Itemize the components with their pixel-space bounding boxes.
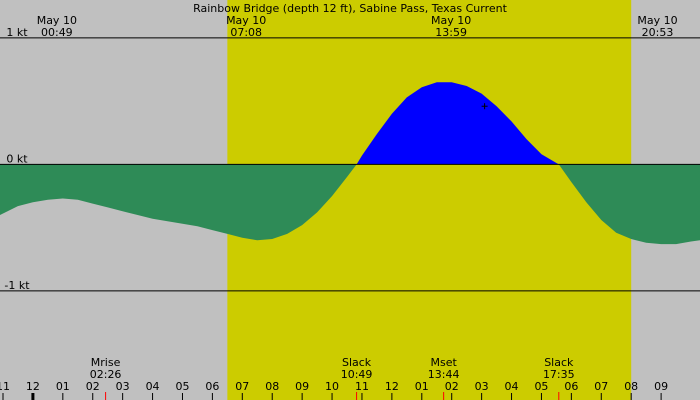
hour-tick-label: 12 bbox=[26, 380, 40, 393]
hour-tick-label: 11 bbox=[0, 380, 10, 393]
y-tick-label: -1 kt bbox=[4, 279, 30, 292]
hour-tick-label: 01 bbox=[56, 380, 70, 393]
event-time-label: 13:44 bbox=[428, 368, 460, 381]
hour-tick-label: 09 bbox=[654, 380, 668, 393]
hour-axis: 11 12 01 02 03 04 05 06 07 08 09 10 11 12 01 02 03 04 05 06… bbox=[0, 380, 668, 400]
flood-current-area bbox=[356, 82, 559, 165]
top-time-label: 07:08 bbox=[230, 26, 262, 39]
hour-tick-label: 03 bbox=[475, 380, 489, 393]
y-tick-label: 0 kt bbox=[6, 152, 28, 165]
event-name-label: Mset bbox=[430, 356, 457, 369]
top-date-label: May 10 bbox=[431, 14, 471, 27]
hour-tick-label: 02 bbox=[86, 380, 100, 393]
top-time-label: 00:49 bbox=[41, 26, 73, 39]
ebb-current-area bbox=[0, 164, 700, 245]
hour-tick-label: 04 bbox=[146, 380, 160, 393]
y-grid: 1 kt 0 kt -1 kt bbox=[0, 26, 700, 292]
hour-tick-label: 10 bbox=[325, 380, 339, 393]
top-time-label: 13:59 bbox=[435, 26, 467, 39]
chart-title: Rainbow Bridge (depth 12 ft), Sabine Pas… bbox=[193, 2, 508, 15]
hour-tick-label: 08 bbox=[624, 380, 638, 393]
event-time-label: 17:35 bbox=[543, 368, 575, 381]
hour-tick-label: 05 bbox=[534, 380, 548, 393]
hour-tick-label: 07 bbox=[235, 380, 249, 393]
hour-tick-label: 04 bbox=[505, 380, 519, 393]
hour-tick-label: 05 bbox=[175, 380, 189, 393]
event-name-label: Slack bbox=[342, 356, 372, 369]
hour-tick-label: 12 bbox=[385, 380, 399, 393]
max-current-marker bbox=[481, 103, 488, 110]
top-date-label: May 10 bbox=[226, 14, 266, 27]
hour-tick-label: 01 bbox=[415, 380, 429, 393]
hour-tick-label: 09 bbox=[295, 380, 309, 393]
event-time-label: 02:26 bbox=[90, 368, 122, 381]
hour-tick-label: 07 bbox=[594, 380, 608, 393]
hour-tick-label: 06 bbox=[205, 380, 219, 393]
event-time-label: 10:49 bbox=[341, 368, 373, 381]
hour-tick-label: 11 bbox=[355, 380, 369, 393]
event-name-label: Slack bbox=[544, 356, 574, 369]
y-tick-label: 1 kt bbox=[6, 26, 28, 39]
hour-tick-label: 02 bbox=[445, 380, 459, 393]
top-date-label: May 10 bbox=[637, 14, 677, 27]
event-name-label: Mrise bbox=[91, 356, 121, 369]
top-time-label: 20:53 bbox=[642, 26, 674, 39]
hour-tick-label: 03 bbox=[116, 380, 130, 393]
hour-tick-label: 06 bbox=[564, 380, 578, 393]
hour-tick-label: 08 bbox=[265, 380, 279, 393]
top-date-label: May 10 bbox=[37, 14, 77, 27]
